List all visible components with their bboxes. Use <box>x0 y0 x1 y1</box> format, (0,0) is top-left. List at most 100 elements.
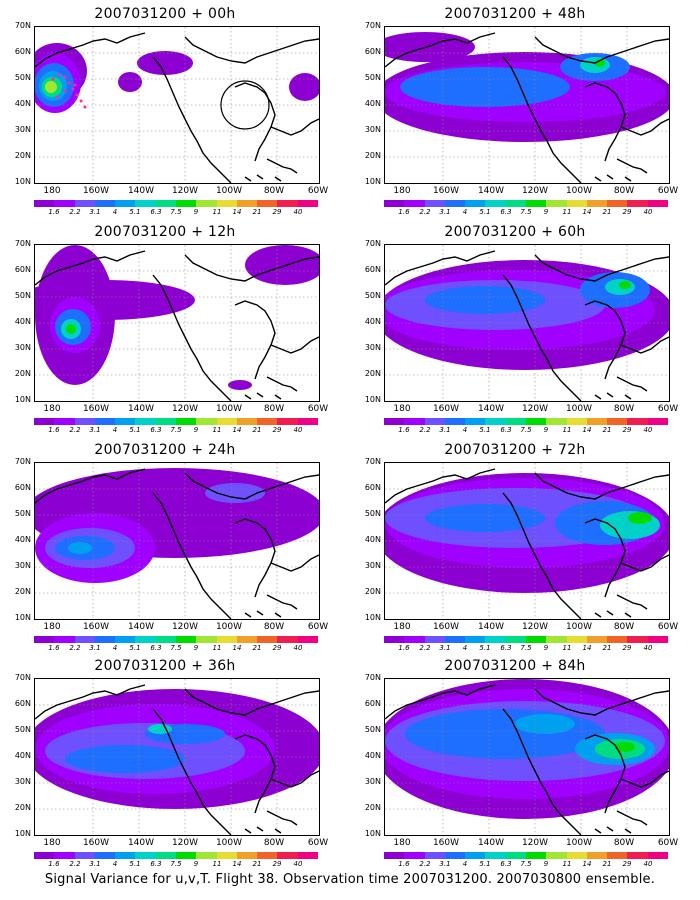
longitude-label: 160W <box>432 404 460 414</box>
colorbar-label: 40 <box>293 860 303 868</box>
colorbar-label: 40 <box>293 208 303 216</box>
latitude-label: 50N <box>364 725 381 734</box>
colorbar-label: 14 <box>232 644 242 652</box>
colorbar-swatch <box>297 418 318 425</box>
longitude-label: 140W <box>127 186 155 196</box>
variance-contour <box>45 81 57 93</box>
colorbar-label: 7.5 <box>520 860 532 868</box>
colorbar-swatch <box>444 852 466 859</box>
colorbar-swatch <box>196 852 217 859</box>
colorbar-swatch <box>135 200 156 207</box>
colorbar-label: 9 <box>543 644 549 652</box>
latitude-label: 20N <box>14 587 31 596</box>
longitude-label: 120W <box>171 622 199 632</box>
longitude-label: 60W <box>657 186 679 196</box>
colorbar-label: 21 <box>602 208 612 216</box>
colorbar-swatch <box>627 636 648 643</box>
latitude-label: 40N <box>14 535 31 544</box>
variance-contour <box>400 67 570 107</box>
panel-title: 2007031200 + 24h <box>94 442 236 458</box>
colorbar-label: 29 <box>272 644 282 652</box>
longitude-label: 140W <box>127 622 155 632</box>
colorbar-label: 2.2 <box>69 426 81 434</box>
coastline <box>35 468 319 619</box>
longitude-label: 180 <box>393 622 411 632</box>
map-area <box>34 244 320 402</box>
latitude-label: 40N <box>364 99 381 108</box>
colorbar-swatch <box>384 852 405 859</box>
longitude-label: 140W <box>127 838 155 848</box>
colorbar-swatch <box>277 200 298 207</box>
colorbar <box>384 852 668 859</box>
latitude-label: 30N <box>14 343 31 352</box>
colorbar-swatch <box>485 636 506 643</box>
colorbar-label: 4 <box>462 644 468 652</box>
colorbar-label: 5.1 <box>129 860 141 868</box>
variance-contour <box>137 51 193 75</box>
colorbar-swatch <box>257 636 278 643</box>
longitude-label: 160W <box>432 838 460 848</box>
latitude-label: 60N <box>364 483 381 492</box>
colorbar-label: 9 <box>193 860 199 868</box>
colorbar-label: 40 <box>643 644 653 652</box>
colorbar-label: 2.2 <box>69 208 81 216</box>
colorbar-label: 7.5 <box>170 644 182 652</box>
colorbar-swatch <box>424 418 445 425</box>
colorbar-swatch <box>505 200 526 207</box>
colorbar-label: 3.1 <box>89 208 101 216</box>
colorbar-labels: 1.6 2.2 3.1 4 5.1 6.3 7.5 9 11 14 21 29 40 <box>34 208 318 218</box>
longitude-label: 60W <box>657 838 679 848</box>
colorbar-swatch <box>607 200 628 207</box>
latitude-label: 50N <box>14 725 31 734</box>
colorbar-labels: 1.6 2.2 3.1 4 5.1 6.3 7.5 9 11 14 21 29 40 <box>34 860 318 870</box>
colorbar-label: 4 <box>112 644 118 652</box>
map-area <box>384 26 670 184</box>
longitude-label: 180 <box>43 404 61 414</box>
longitude-label: 60W <box>307 838 329 848</box>
variance-contour <box>289 73 319 101</box>
colorbar-label: 1.6 <box>48 860 60 868</box>
colorbar-label: 6.3 <box>500 426 512 434</box>
colorbar-label: 21 <box>252 860 262 868</box>
colorbar-label: 5.1 <box>479 860 491 868</box>
colorbar-label: 9 <box>543 860 549 868</box>
colorbar-label: 6.3 <box>150 426 162 434</box>
latitude-label: 60N <box>14 47 31 56</box>
colorbar-swatch <box>115 200 136 207</box>
colorbar-label: 40 <box>643 426 653 434</box>
map-area <box>384 462 670 620</box>
longitude-label: 120W <box>521 186 549 196</box>
variance-contour <box>66 324 76 334</box>
colorbar-swatch <box>74 636 95 643</box>
observation-point <box>51 77 55 81</box>
colorbar-label: 11 <box>562 860 572 868</box>
colorbar <box>384 636 668 643</box>
colorbar-label: 21 <box>602 860 612 868</box>
colorbar-swatch <box>115 852 136 859</box>
latitude-label: 40N <box>14 317 31 326</box>
coastline <box>385 250 669 401</box>
colorbar-swatch <box>424 636 445 643</box>
map-panel: 2007031200 + 72h 70N 60N 50N 40N 30N 20N 10N 180… <box>350 442 680 657</box>
colorbar-swatch <box>236 418 258 425</box>
colorbar-label: 9 <box>543 208 549 216</box>
latitude-label: 20N <box>14 369 31 378</box>
map-area <box>34 678 320 836</box>
colorbar-swatch <box>586 636 608 643</box>
colorbar-label: 14 <box>232 208 242 216</box>
map-area <box>34 26 320 184</box>
colorbar-swatch <box>155 418 176 425</box>
colorbar-swatch <box>384 418 405 425</box>
colorbar-label: 2.2 <box>419 644 431 652</box>
colorbar-label: 1.6 <box>398 208 410 216</box>
colorbar-swatch <box>607 852 628 859</box>
colorbar-label: 6.3 <box>150 208 162 216</box>
colorbar-swatch <box>257 418 278 425</box>
coastline <box>385 684 669 835</box>
colorbar-swatch <box>546 636 567 643</box>
coastline <box>385 468 669 619</box>
variance-contour <box>619 281 631 289</box>
colorbar-swatch <box>627 200 648 207</box>
longitude-label: 80W <box>613 838 635 848</box>
colorbar-swatch <box>424 200 445 207</box>
